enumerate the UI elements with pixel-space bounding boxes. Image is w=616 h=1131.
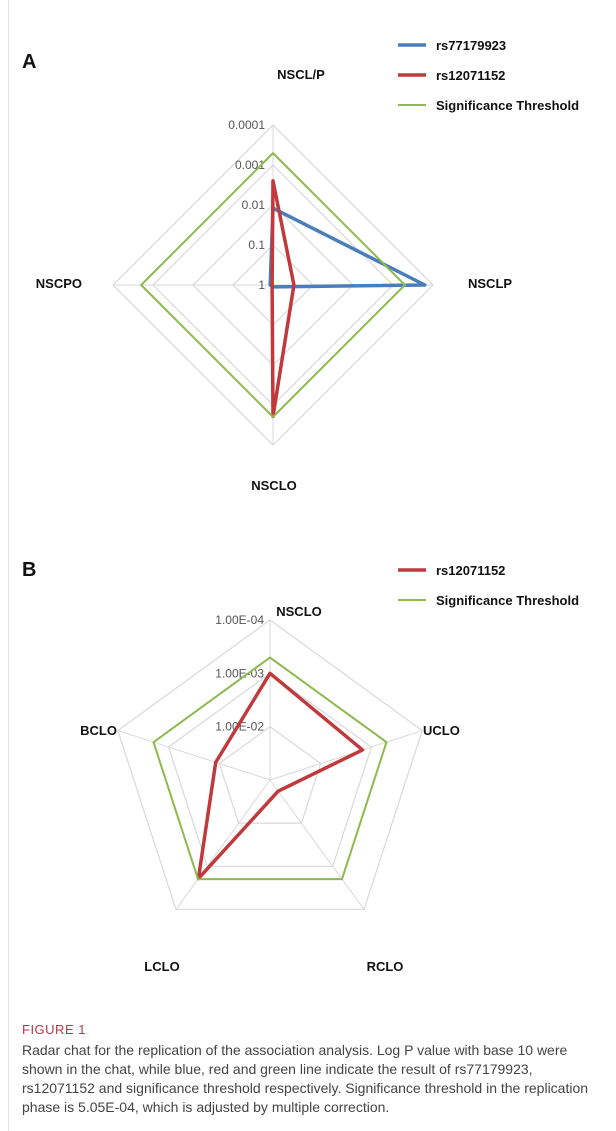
figure-border [8, 0, 9, 1131]
axis-label-nscpo: NSCPO [36, 276, 82, 291]
tick-label: 1.00E-02 [215, 720, 264, 734]
axis-label-nscl-p: NSCL/P [277, 67, 325, 82]
grid-ring [117, 619, 423, 911]
tick-label: 1.00E-04 [215, 613, 264, 627]
axis-label-uclo: UCLO [423, 723, 460, 738]
tick-label: 1 [258, 278, 265, 292]
tick-label: 0.0001 [228, 118, 265, 132]
axis-label-rclo: RCLO [367, 959, 404, 974]
grid-spoke [269, 779, 365, 910]
legend-label: Significance Threshold [436, 98, 579, 113]
grid-ring [218, 725, 322, 824]
series-line-significance-threshold [140, 152, 406, 418]
axis-label-lclo: LCLO [144, 959, 179, 974]
figure-label: FIGURE 1 [22, 1022, 86, 1037]
radar-charts-canvas: A0.00010.0010.010.11NSCL/PNSCLPNSCLONSCP… [22, 38, 579, 974]
series-line-significance-threshold [152, 656, 388, 881]
legend-label: rs12071152 [436, 68, 505, 83]
tick-label: 0.1 [248, 238, 265, 252]
series-line-rs12071152 [196, 671, 365, 881]
legend-label: rs77179923 [436, 38, 506, 53]
axis-label-nsclo: NSCLO [251, 478, 297, 493]
grid-ring [167, 672, 373, 867]
legend-label: rs12071152 [436, 563, 505, 578]
figure-caption: Radar chat for the replication of the as… [22, 1042, 589, 1115]
panel-letter-A: A [22, 51, 36, 73]
axis-label-nsclp: NSCLP [468, 276, 512, 291]
tick-label: 0.01 [242, 198, 266, 212]
panel-letter-B: B [22, 559, 36, 581]
grid-spoke [117, 730, 271, 781]
legend-label: Significance Threshold [436, 593, 579, 608]
grid-spoke [269, 730, 423, 781]
grid-spoke [175, 779, 271, 910]
axis-label-bclo: BCLO [80, 723, 117, 738]
caption-block: FIGURE 1 Radar chat for the replication … [22, 1022, 602, 1117]
axis-label-nsclo: NSCLO [276, 604, 322, 619]
